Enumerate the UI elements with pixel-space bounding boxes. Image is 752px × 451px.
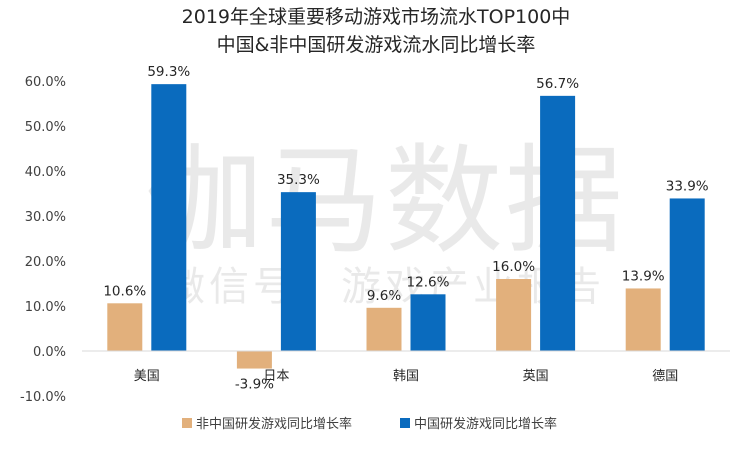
bar-series: 10.6% 59.3% -3.9% 35.3% 9.6% 12.6% 16.0% 56.7% 1…: [103, 64, 708, 392]
chart-title-line-2: 中国&非中国研发游戏流水同比增长率: [217, 34, 536, 56]
legend: 非中国研发游戏同比增长率 中国研发游戏同比增长率: [182, 416, 557, 432]
y-tick-label: 60.0%: [25, 75, 66, 90]
data-label: 35.3%: [277, 172, 320, 188]
bar-chinese-3: [540, 95, 576, 351]
y-tick-label: 40.0%: [25, 165, 66, 180]
bar-chinese-4: [669, 198, 705, 351]
data-label: 56.7%: [536, 76, 579, 92]
bar-chinese-2: [410, 294, 446, 351]
x-category-label: 德国: [652, 369, 678, 384]
bar-non-chinese-3: [496, 279, 532, 351]
bar-non-chinese-0: [107, 303, 143, 351]
data-label: -3.9%: [235, 377, 274, 393]
y-tick-label: -10.0%: [20, 390, 66, 405]
y-tick-label: 20.0%: [25, 255, 66, 270]
bar-chinese-1: [280, 192, 316, 351]
data-label: 33.9%: [666, 178, 709, 194]
bar-non-chinese-1: [236, 351, 272, 369]
y-axis: 60.0% 50.0% 40.0% 30.0% 20.0% 10.0% 0.0% -10.0%: [20, 75, 66, 405]
y-tick-label: 10.0%: [25, 300, 66, 315]
data-label: 10.6%: [103, 283, 146, 299]
legend-label: 非中国研发游戏同比增长率: [196, 416, 352, 432]
x-category-label: 韩国: [393, 369, 419, 384]
data-label: 12.6%: [407, 274, 450, 290]
x-axis: 美国 日本 韩国 英国 德国: [82, 350, 730, 384]
data-label: 16.0%: [492, 259, 535, 275]
data-label: 59.3%: [147, 64, 190, 80]
y-tick-label: 30.0%: [25, 210, 66, 225]
legend-swatch: [182, 418, 192, 428]
data-label: 9.6%: [367, 288, 401, 304]
bar-non-chinese-4: [625, 288, 661, 351]
bar-non-chinese-2: [366, 307, 402, 351]
y-tick-label: 0.0%: [33, 345, 66, 360]
x-category-label: 日本: [263, 369, 289, 384]
x-category-label: 美国: [134, 369, 160, 384]
data-label: 13.9%: [622, 268, 665, 284]
x-category-label: 英国: [523, 369, 549, 384]
legend-swatch: [400, 418, 410, 428]
chart-title-line-1: 2019年全球重要移动游戏市场流水TOP100中: [182, 6, 571, 28]
legend-label: 中国研发游戏同比增长率: [414, 416, 557, 432]
y-tick-label: 50.0%: [25, 120, 66, 135]
bar-chinese-0: [151, 84, 187, 352]
